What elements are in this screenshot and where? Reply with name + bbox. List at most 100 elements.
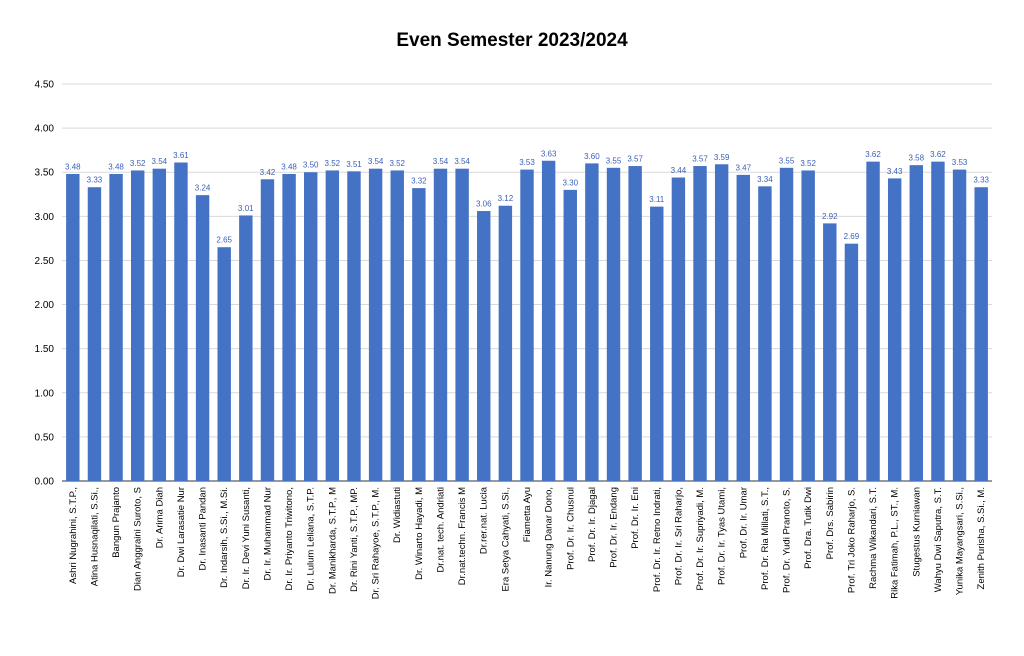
x-tick-label: Prof. Dr. Ir. Chusnul xyxy=(565,487,576,570)
x-tick-label: Prof. Dr. Ir. Supriyadi, M. xyxy=(695,487,706,590)
x-tick-label: Atina Husnaqilati, S.Si., xyxy=(89,487,100,586)
data-label: 3.52 xyxy=(389,159,405,168)
data-label: 3.24 xyxy=(195,184,211,193)
data-label: 3.63 xyxy=(541,149,557,158)
x-tick-label: Prof. Tri Joko Raharjo, S. xyxy=(846,487,857,593)
y-tick-label: 3.50 xyxy=(35,168,55,179)
x-tick-label: Prof. Dr. Ir. Umar xyxy=(738,487,749,558)
data-label: 3.53 xyxy=(519,158,535,167)
bar xyxy=(606,167,621,482)
bar xyxy=(66,173,80,481)
bar xyxy=(758,186,772,482)
data-label: 3.55 xyxy=(606,156,622,165)
bar xyxy=(368,168,383,481)
y-tick-label: 1.50 xyxy=(35,344,55,355)
bars xyxy=(66,160,988,482)
bar xyxy=(109,173,123,481)
y-tick-label: 4.50 xyxy=(35,80,55,91)
data-label: 2.69 xyxy=(844,232,860,241)
bar xyxy=(477,211,491,482)
data-label: 3.44 xyxy=(671,166,687,175)
data-label: 3.53 xyxy=(952,158,968,167)
x-tick-label: Dr. Arima Diah xyxy=(154,487,165,548)
x-tick-label: Dr. Sri Rahayoe, S.T.P., M. xyxy=(371,487,382,599)
data-label: 3.62 xyxy=(930,150,946,159)
bar xyxy=(217,247,231,481)
data-label: 3.57 xyxy=(627,155,643,164)
data-label: 3.43 xyxy=(887,167,903,176)
x-tick-label: Dr. Ir. Priyanto Triwitono, xyxy=(284,487,295,590)
x-tick-label: Dr. Lulum Leliana, S.T.P. xyxy=(306,487,317,590)
x-tick-label: Fiametta Ayu xyxy=(522,487,533,542)
bar xyxy=(974,187,988,481)
x-tick-label: Zenith Purisha, S.Si., M. xyxy=(976,487,987,589)
x-tick-label: Era Setya Cahyati, S.Si., xyxy=(500,487,511,592)
bar xyxy=(347,171,361,481)
x-tick-label: Prof. Dr. Yudi Pranoto, S. xyxy=(782,487,793,593)
bar xyxy=(174,162,188,482)
bar xyxy=(433,168,448,481)
x-tick-label: Dian Anggraini Suroto, S xyxy=(133,487,144,591)
y-tick-label: 2.00 xyxy=(35,300,55,311)
data-label: 2.65 xyxy=(216,236,232,245)
y-tick-label: 1.00 xyxy=(35,388,55,399)
bar xyxy=(498,205,513,481)
data-label: 3.42 xyxy=(260,168,276,177)
data-label: 3.52 xyxy=(800,159,816,168)
x-axis-ticks: Ashri Nugrahini, S.T.P., Atina Husnaqilat… xyxy=(68,486,987,599)
data-label: 3.30 xyxy=(562,178,578,187)
data-label: 3.50 xyxy=(303,161,319,170)
y-tick-label: 0.00 xyxy=(35,477,55,488)
bar xyxy=(909,165,924,482)
x-tick-label: Prof. Dr. Ir. Endang xyxy=(609,487,620,568)
data-label: 3.60 xyxy=(584,152,600,161)
bar xyxy=(844,243,859,481)
data-label: 3.01 xyxy=(238,204,254,213)
x-tick-label: Dr.nat. tech. Andriati xyxy=(435,487,446,573)
data-label: 3.32 xyxy=(411,177,427,186)
bar xyxy=(801,170,815,482)
data-label: 3.54 xyxy=(152,157,168,166)
bar xyxy=(650,206,664,481)
bar xyxy=(520,169,534,481)
bar xyxy=(412,188,426,481)
bar xyxy=(390,170,404,482)
x-tick-label: Dr. Winarto Hayadi, M xyxy=(414,487,425,580)
x-tick-label: Stugestus Kurniawan xyxy=(911,487,922,577)
bar xyxy=(195,195,210,481)
x-tick-label: Wahyu Dwi Saputra, S.T. xyxy=(933,487,944,592)
chart-title: Even Semester 2023/2024 xyxy=(396,30,628,51)
data-label: 3.54 xyxy=(368,157,384,166)
data-label: 3.47 xyxy=(735,163,751,172)
bar xyxy=(585,163,599,481)
data-label: 3.52 xyxy=(325,159,341,168)
data-label: 3.48 xyxy=(65,162,81,171)
y-axis-ticks: 0.00 0.50 1.00 1.50 2.00 2.50 3.00 3.50 4.00 4.50 xyxy=(35,80,55,488)
bar xyxy=(823,223,837,481)
x-tick-label: Prof. Dra. Tutik Dwi xyxy=(803,487,814,569)
bar xyxy=(304,172,318,481)
data-labels: 3.48 3.33 3.48 3.52 3.54 3.61 3.24 2.65 3.01 3.42… xyxy=(65,149,989,244)
data-label: 3.59 xyxy=(714,153,730,162)
bar xyxy=(282,173,296,481)
bar xyxy=(736,174,750,481)
data-label: 3.06 xyxy=(476,200,492,209)
x-tick-label: Prof. Dr. Ria Millati, S.T., xyxy=(760,487,771,590)
bar xyxy=(563,189,577,481)
bar xyxy=(671,177,686,481)
data-label: 3.57 xyxy=(692,155,708,164)
bar xyxy=(455,168,469,481)
bar xyxy=(952,169,967,481)
x-tick-label: Prof. Dr. Ir. Tyas Utami, xyxy=(717,487,728,585)
x-tick-label: Dr.nat.techn. Francis M xyxy=(457,487,468,585)
bar xyxy=(931,161,945,481)
x-tick-label: Dr. Ir. Muhammad Nur xyxy=(262,487,273,580)
data-label: 3.33 xyxy=(973,176,989,185)
x-tick-label: Prof. Dr. Ir. Sri Raharjo, xyxy=(673,487,684,585)
x-tick-label: Dr. Widiastuti xyxy=(392,487,403,543)
data-label: 3.34 xyxy=(757,175,773,184)
x-tick-label: Prof. Dr. Ir. Djagal xyxy=(587,487,598,562)
bar xyxy=(239,215,253,481)
x-tick-label: Prof. Dr. Ir. Eni xyxy=(630,487,641,549)
